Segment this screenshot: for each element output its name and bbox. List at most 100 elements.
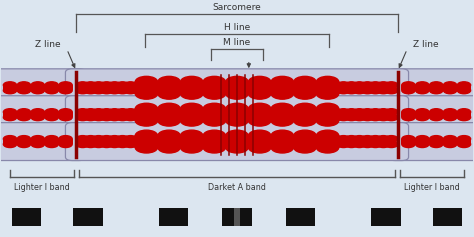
Circle shape: [158, 142, 180, 153]
Circle shape: [132, 82, 145, 88]
Circle shape: [444, 136, 457, 142]
Circle shape: [361, 136, 374, 142]
Circle shape: [3, 109, 17, 115]
Circle shape: [158, 76, 180, 87]
Circle shape: [17, 87, 30, 94]
Circle shape: [317, 103, 339, 114]
Circle shape: [17, 136, 30, 142]
Bar: [331, 112, 395, 117]
Bar: [401, 139, 471, 144]
FancyBboxPatch shape: [388, 123, 474, 160]
Circle shape: [353, 136, 366, 142]
Circle shape: [377, 87, 390, 94]
Text: Z line: Z line: [35, 40, 61, 49]
Circle shape: [444, 114, 457, 121]
Circle shape: [345, 109, 358, 115]
Circle shape: [369, 87, 382, 94]
Circle shape: [203, 88, 226, 99]
Circle shape: [226, 115, 248, 126]
Circle shape: [132, 141, 145, 148]
Circle shape: [45, 114, 58, 121]
Bar: [433, 208, 462, 226]
Circle shape: [248, 103, 271, 114]
Circle shape: [369, 114, 382, 121]
Circle shape: [353, 87, 366, 94]
Circle shape: [135, 103, 157, 114]
Circle shape: [17, 109, 30, 115]
Bar: [73, 208, 103, 226]
Circle shape: [353, 82, 366, 88]
Circle shape: [248, 115, 271, 126]
Circle shape: [457, 136, 471, 142]
Circle shape: [329, 114, 342, 121]
Circle shape: [124, 109, 137, 115]
Circle shape: [385, 141, 398, 148]
Circle shape: [158, 103, 180, 114]
Circle shape: [337, 136, 350, 142]
Circle shape: [294, 76, 316, 87]
Circle shape: [116, 87, 129, 94]
FancyBboxPatch shape: [65, 96, 409, 134]
Circle shape: [361, 87, 374, 94]
Circle shape: [294, 130, 316, 141]
Circle shape: [76, 114, 89, 121]
Circle shape: [457, 141, 471, 148]
Circle shape: [92, 87, 105, 94]
FancyBboxPatch shape: [388, 69, 474, 107]
Circle shape: [59, 109, 72, 115]
Circle shape: [31, 82, 45, 88]
Circle shape: [17, 141, 30, 148]
Circle shape: [135, 115, 157, 126]
Circle shape: [271, 130, 293, 141]
Circle shape: [248, 76, 271, 87]
Bar: [79, 139, 143, 144]
Bar: [371, 208, 401, 226]
Circle shape: [345, 136, 358, 142]
Circle shape: [84, 82, 97, 88]
Circle shape: [271, 115, 293, 126]
Circle shape: [248, 130, 271, 141]
Circle shape: [377, 136, 390, 142]
Circle shape: [271, 103, 293, 114]
Bar: [158, 208, 188, 226]
Circle shape: [444, 82, 457, 88]
Text: H line: H line: [224, 23, 250, 32]
Circle shape: [385, 82, 398, 88]
Circle shape: [84, 109, 97, 115]
Bar: [401, 85, 471, 91]
Text: Lighter I band: Lighter I band: [14, 182, 70, 191]
Circle shape: [345, 87, 358, 94]
Circle shape: [124, 82, 137, 88]
Circle shape: [226, 142, 248, 153]
Bar: [3, 85, 73, 91]
Circle shape: [203, 130, 226, 141]
Circle shape: [59, 82, 72, 88]
Circle shape: [402, 109, 415, 115]
Circle shape: [416, 141, 429, 148]
Circle shape: [100, 114, 113, 121]
Circle shape: [31, 141, 45, 148]
Circle shape: [226, 76, 248, 87]
Circle shape: [353, 141, 366, 148]
Circle shape: [226, 88, 248, 99]
Circle shape: [3, 136, 17, 142]
Circle shape: [108, 141, 121, 148]
Circle shape: [158, 88, 180, 99]
Bar: [12, 208, 41, 226]
Circle shape: [92, 141, 105, 148]
Circle shape: [337, 82, 350, 88]
Circle shape: [329, 87, 342, 94]
Circle shape: [76, 87, 89, 94]
Circle shape: [402, 136, 415, 142]
Circle shape: [377, 82, 390, 88]
Circle shape: [116, 109, 129, 115]
Circle shape: [226, 130, 248, 141]
Circle shape: [76, 82, 89, 88]
Circle shape: [457, 114, 471, 121]
Text: Z line: Z line: [413, 40, 439, 49]
Circle shape: [329, 82, 342, 88]
Circle shape: [108, 136, 121, 142]
FancyBboxPatch shape: [65, 69, 409, 107]
Circle shape: [158, 115, 180, 126]
Circle shape: [45, 136, 58, 142]
